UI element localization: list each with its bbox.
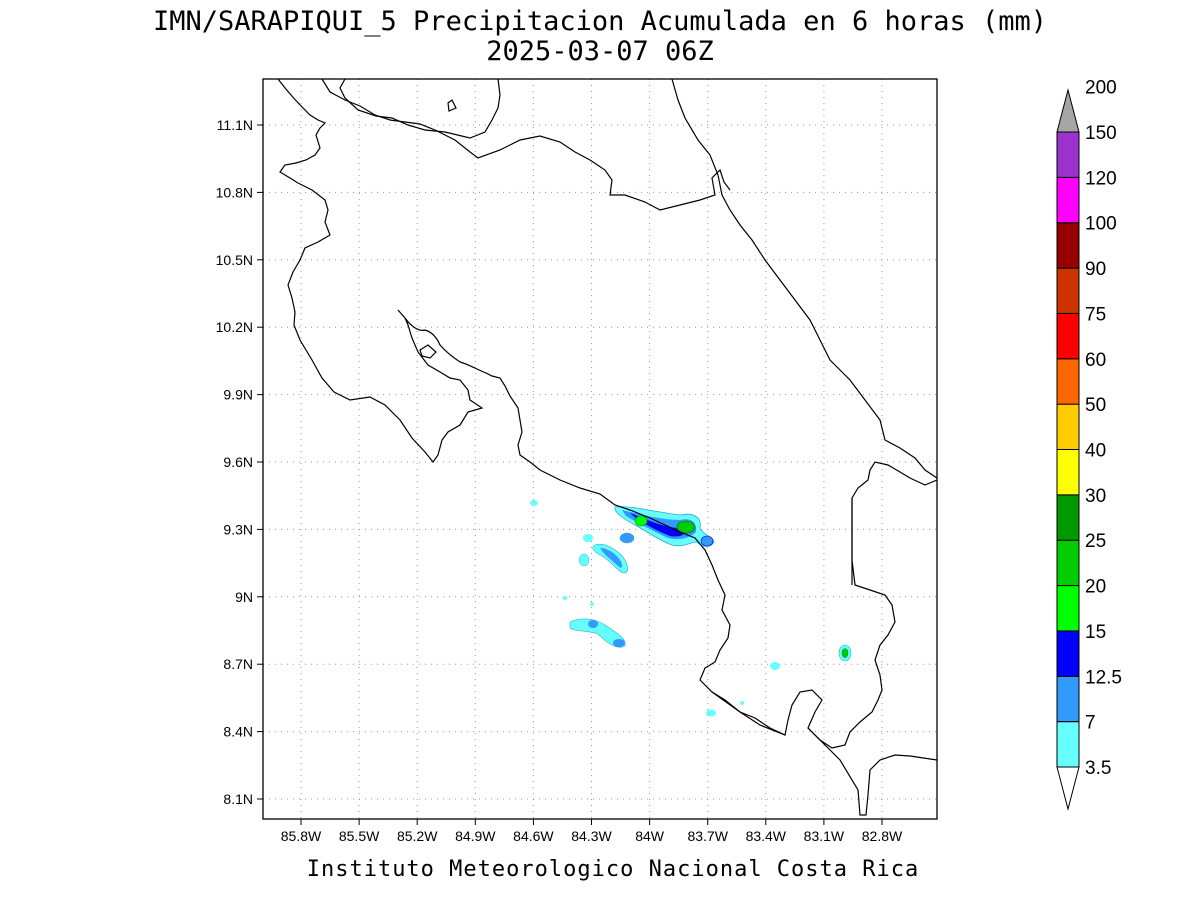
colorbar-swatch [1056, 585, 1080, 632]
lon-tick-label: 84W [635, 828, 665, 844]
colorbar-swatch [1056, 358, 1080, 405]
colorbar-level-label: 120 [1085, 168, 1117, 189]
map-gridlines [263, 79, 937, 819]
precip-spot [578, 553, 590, 567]
colorbar-swatch [1056, 675, 1080, 723]
caribbean-coast [671, 78, 938, 479]
lon-tick-label: 85.2W [397, 828, 438, 844]
colorbar-max-triangle [1056, 88, 1080, 133]
colorbar-swatch [1056, 630, 1080, 677]
colorbar-swatch [1056, 131, 1080, 178]
precip-area-center-7 [600, 548, 623, 568]
southern-tip [807, 727, 938, 816]
precipitation-field [530, 500, 852, 717]
precip-spot-east-core [841, 648, 849, 658]
lat-tick-label: 11.1N [217, 117, 253, 133]
precip-spot [590, 602, 594, 606]
lon-tick-label: 85.8W [281, 828, 322, 844]
lat-tick-label: 9.6N [223, 454, 253, 470]
lon-tick-label: 83.4W [746, 828, 787, 844]
colorbar-level-label: 20 [1085, 577, 1106, 598]
colorbar-swatch [1056, 176, 1080, 224]
colorbar-level-label: 15 [1085, 622, 1106, 643]
precip-core-20 [676, 520, 696, 534]
precipitation-colorbar: 3.5 7 12.5 15 20 25 30 40 50 60 75 90 100 120 150 200 [1056, 78, 1122, 811]
lon-tick-label: 84.3W [571, 828, 612, 844]
lat-tick-label: 10.8N [216, 184, 253, 200]
lon-tick-label: 84.9W [455, 828, 496, 844]
lat-tick-label: 9N [235, 589, 253, 605]
colorbar-level-label: 200 [1085, 78, 1117, 99]
precip-spot-right [700, 535, 714, 547]
precip-core-15 [634, 515, 648, 527]
colorbar-swatch [1056, 721, 1080, 768]
colorbar-swatch [1056, 494, 1080, 541]
longitude-tick-labels: 85.8W 85.5W 85.2W 84.9W 84.6W 84.3W 84W 83.7W 83… [281, 819, 903, 844]
lon-tick-label: 85.5W [339, 828, 380, 844]
colorbar-swatch [1056, 267, 1080, 314]
map-background [263, 79, 937, 819]
lon-tick-label: 83.1W [804, 828, 845, 844]
lat-tick-label: 10.5N [216, 252, 253, 268]
precip-area-south [569, 618, 626, 648]
lon-tick-label: 83.7W [687, 828, 728, 844]
precip-spot [530, 500, 538, 506]
lon-tick-label: 82.8W [862, 828, 903, 844]
precip-spot [740, 701, 744, 705]
colorbar-min-triangle [1056, 766, 1080, 811]
lat-tick-label: 9.9N [223, 387, 253, 403]
map-title: IMN/SARAPIQUI_5 Precipitacion Acumulada … [153, 6, 1047, 37]
island [447, 99, 457, 112]
map-frame [262, 78, 938, 820]
colorbar-swatch [1056, 449, 1080, 496]
colorbar-level-label: 12.5 [1085, 667, 1122, 688]
colorbar-level-label: 150 [1085, 123, 1117, 144]
precip-spot [562, 596, 568, 600]
colorbar-level-label: 60 [1085, 350, 1106, 371]
northern-coast-and-border [277, 78, 938, 749]
credit-text: Instituto Meteorologico Nacional Costa R… [307, 857, 920, 882]
gulf-island [419, 344, 437, 359]
colorbar-swatch [1056, 312, 1080, 360]
colorbar-swatch [1056, 222, 1080, 269]
colorbar-level-label: 75 [1085, 304, 1106, 325]
lon-tick-label: 84.6W [513, 828, 554, 844]
colorbar-level-label: 90 [1085, 259, 1106, 280]
colorbar-level-label: 3.5 [1085, 758, 1111, 779]
lat-tick-label: 9.3N [223, 521, 253, 537]
colorbar-swatch [1056, 539, 1080, 587]
colorbar-level-label: 7 [1085, 713, 1096, 734]
lat-tick-label: 8.7N [223, 656, 253, 672]
precip-spot [588, 620, 598, 628]
coastlines [277, 78, 938, 816]
precip-spot [706, 709, 716, 717]
precip-spot [583, 534, 593, 542]
colorbar-level-label: 30 [1085, 486, 1106, 507]
colorbar-swatch [1056, 403, 1080, 450]
lat-tick-label: 8.1N [223, 791, 253, 807]
precip-spot [619, 532, 635, 544]
latitude-tick-labels: 11.1N 10.8N 10.5N 10.2N 9.9N 9.6N 9.3N 9N 8.7N 8.… [216, 117, 263, 807]
precip-spot [613, 639, 625, 647]
colorbar-level-label: 25 [1085, 531, 1106, 552]
map-panel [262, 78, 938, 820]
map-subtitle: 2025-03-07 06Z [486, 36, 714, 67]
lat-tick-label: 8.4N [223, 724, 253, 740]
lat-tick-label: 10.2N [216, 319, 253, 335]
peninsula-osa [711, 691, 786, 736]
colorbar-level-label: 40 [1085, 441, 1106, 462]
colorbar-level-label: 50 [1085, 395, 1106, 416]
nicaragua-border [321, 78, 731, 211]
colorbar-level-label: 100 [1085, 214, 1117, 235]
lake-nicaragua-shore [339, 78, 501, 139]
precip-spot [770, 662, 780, 670]
